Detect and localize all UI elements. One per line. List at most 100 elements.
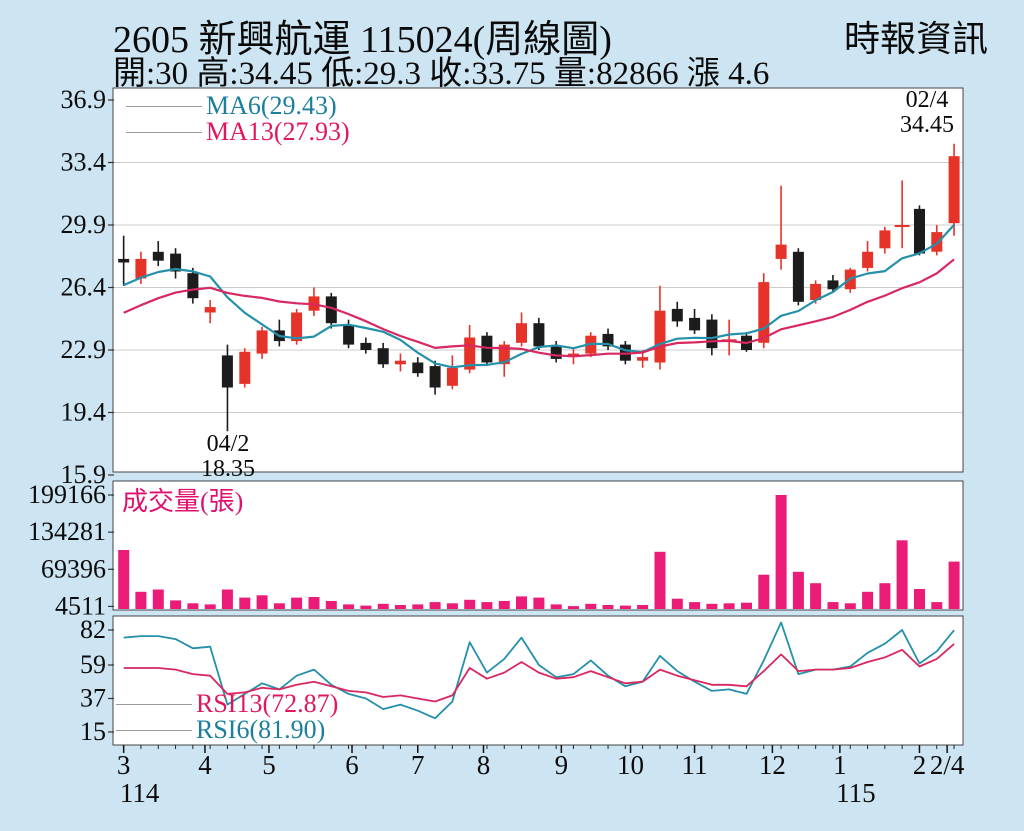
volume-bar bbox=[516, 596, 527, 609]
month-label: 3 bbox=[117, 750, 131, 780]
high-annotation-date: 02/4 bbox=[905, 87, 949, 113]
rsi-tick-label: 15 bbox=[80, 717, 106, 746]
candle-up bbox=[394, 360, 406, 365]
candle-up bbox=[810, 283, 822, 300]
rsi-panel bbox=[112, 615, 964, 746]
candle-up bbox=[758, 282, 770, 343]
volume-bar bbox=[204, 604, 216, 609]
source-label: 時報資訊 bbox=[843, 19, 988, 59]
axes: 36.933.429.926.422.919.415.9199166134281… bbox=[28, 85, 965, 808]
ma13-line bbox=[123, 258, 955, 358]
volume-tick-label: 134281 bbox=[28, 517, 106, 546]
rsi-tick-label: 37 bbox=[80, 683, 106, 712]
year-label: 114 bbox=[120, 778, 160, 808]
volume-bar bbox=[377, 603, 389, 609]
volume-bar bbox=[256, 595, 268, 609]
low-annotation-date: 04/2 bbox=[206, 431, 250, 457]
volume-bar bbox=[810, 583, 822, 609]
volume-bar bbox=[723, 603, 735, 609]
month-label: 5 bbox=[262, 750, 276, 780]
candle-down bbox=[429, 366, 441, 388]
volume-bar bbox=[914, 589, 925, 609]
volume-bar bbox=[464, 599, 476, 609]
price-tick-label: 36.9 bbox=[61, 85, 107, 114]
rsi-legend: RSI13(72.87) RSI6(81.90) bbox=[116, 691, 338, 743]
ma-legend: MA6(29.43) MA13(27.93) bbox=[126, 93, 350, 145]
rsi-tick-label: 82 bbox=[80, 615, 106, 644]
month-label: 10 bbox=[617, 750, 644, 780]
candle-up bbox=[204, 307, 216, 313]
volume-bar bbox=[706, 603, 718, 609]
candle-down bbox=[325, 296, 337, 324]
rsi13-legend-line bbox=[116, 703, 192, 705]
candle-down bbox=[343, 325, 355, 345]
month-label: 8 bbox=[477, 750, 491, 780]
low-annotation-value: 18.35 bbox=[201, 456, 255, 482]
volume-bar bbox=[135, 591, 147, 609]
candle-down bbox=[221, 355, 233, 388]
rsi13-line bbox=[123, 643, 955, 703]
volume-bar bbox=[343, 604, 355, 609]
month-label: 6 bbox=[345, 750, 359, 780]
rsi-tick-label: 59 bbox=[80, 650, 106, 679]
volume-bar bbox=[948, 561, 960, 609]
rsi-lines bbox=[123, 621, 955, 720]
candle-down bbox=[533, 323, 545, 347]
volume-bar bbox=[187, 603, 199, 609]
volume-bar bbox=[170, 600, 182, 609]
rsi6-legend-label: RSI6(81.90) bbox=[196, 715, 326, 744]
volume-bar bbox=[619, 605, 631, 609]
ma13-legend-line bbox=[126, 131, 202, 133]
volume-bar bbox=[550, 604, 562, 609]
volume-bar bbox=[654, 551, 666, 609]
candle-down bbox=[412, 362, 424, 374]
high-annotation-value: 34.45 bbox=[900, 112, 954, 138]
candle-up bbox=[135, 258, 147, 279]
high-annotation: 02/4 34.45 bbox=[885, 88, 969, 138]
candle-down bbox=[152, 251, 164, 261]
volume-bar bbox=[862, 591, 874, 609]
volume-bar bbox=[429, 602, 441, 609]
volume-bar bbox=[308, 597, 320, 609]
candle-up bbox=[862, 251, 874, 268]
candle-down bbox=[377, 348, 389, 365]
volume-bar bbox=[775, 495, 787, 609]
rsi6-legend-line bbox=[116, 729, 192, 731]
candle-up bbox=[931, 232, 943, 252]
candle-down bbox=[550, 346, 562, 359]
volume-bar bbox=[758, 574, 770, 609]
candle-down bbox=[187, 273, 199, 299]
volume-bar bbox=[498, 601, 510, 609]
price-tick-label: 29.9 bbox=[61, 210, 107, 239]
price-tick-label: 26.4 bbox=[61, 273, 107, 302]
price-tick-label: 15.9 bbox=[61, 460, 107, 489]
price-tick-label: 19.4 bbox=[61, 398, 107, 427]
volume-bar bbox=[360, 605, 372, 609]
candle-up bbox=[446, 367, 458, 386]
volume-bar bbox=[221, 589, 233, 609]
volume-bar bbox=[568, 606, 579, 609]
volume-bar bbox=[844, 603, 856, 609]
volume-bar bbox=[637, 605, 649, 609]
candle-down bbox=[671, 308, 683, 322]
volume-bar bbox=[273, 603, 285, 609]
ma6-legend-row: MA6(29.43) bbox=[126, 93, 350, 119]
candle-up bbox=[239, 351, 251, 384]
main-chart-panel bbox=[112, 87, 964, 473]
month-label: 11 bbox=[682, 750, 708, 780]
ma13-legend-row: MA13(27.93) bbox=[126, 119, 350, 145]
candle-down bbox=[602, 333, 614, 347]
month-label: 9 bbox=[555, 750, 569, 780]
candle-up bbox=[654, 310, 666, 363]
candle-down bbox=[914, 208, 925, 254]
volume-bar bbox=[931, 602, 943, 609]
rsi6-legend-row: RSI6(81.90) bbox=[116, 717, 338, 743]
candle-down bbox=[118, 258, 130, 263]
ma13-legend-label: MA13(27.93) bbox=[206, 117, 350, 146]
year-label: 115 bbox=[836, 778, 876, 808]
candle-up bbox=[775, 244, 787, 259]
volume-tick-label: 4511 bbox=[55, 591, 106, 620]
candle-down bbox=[481, 335, 493, 363]
